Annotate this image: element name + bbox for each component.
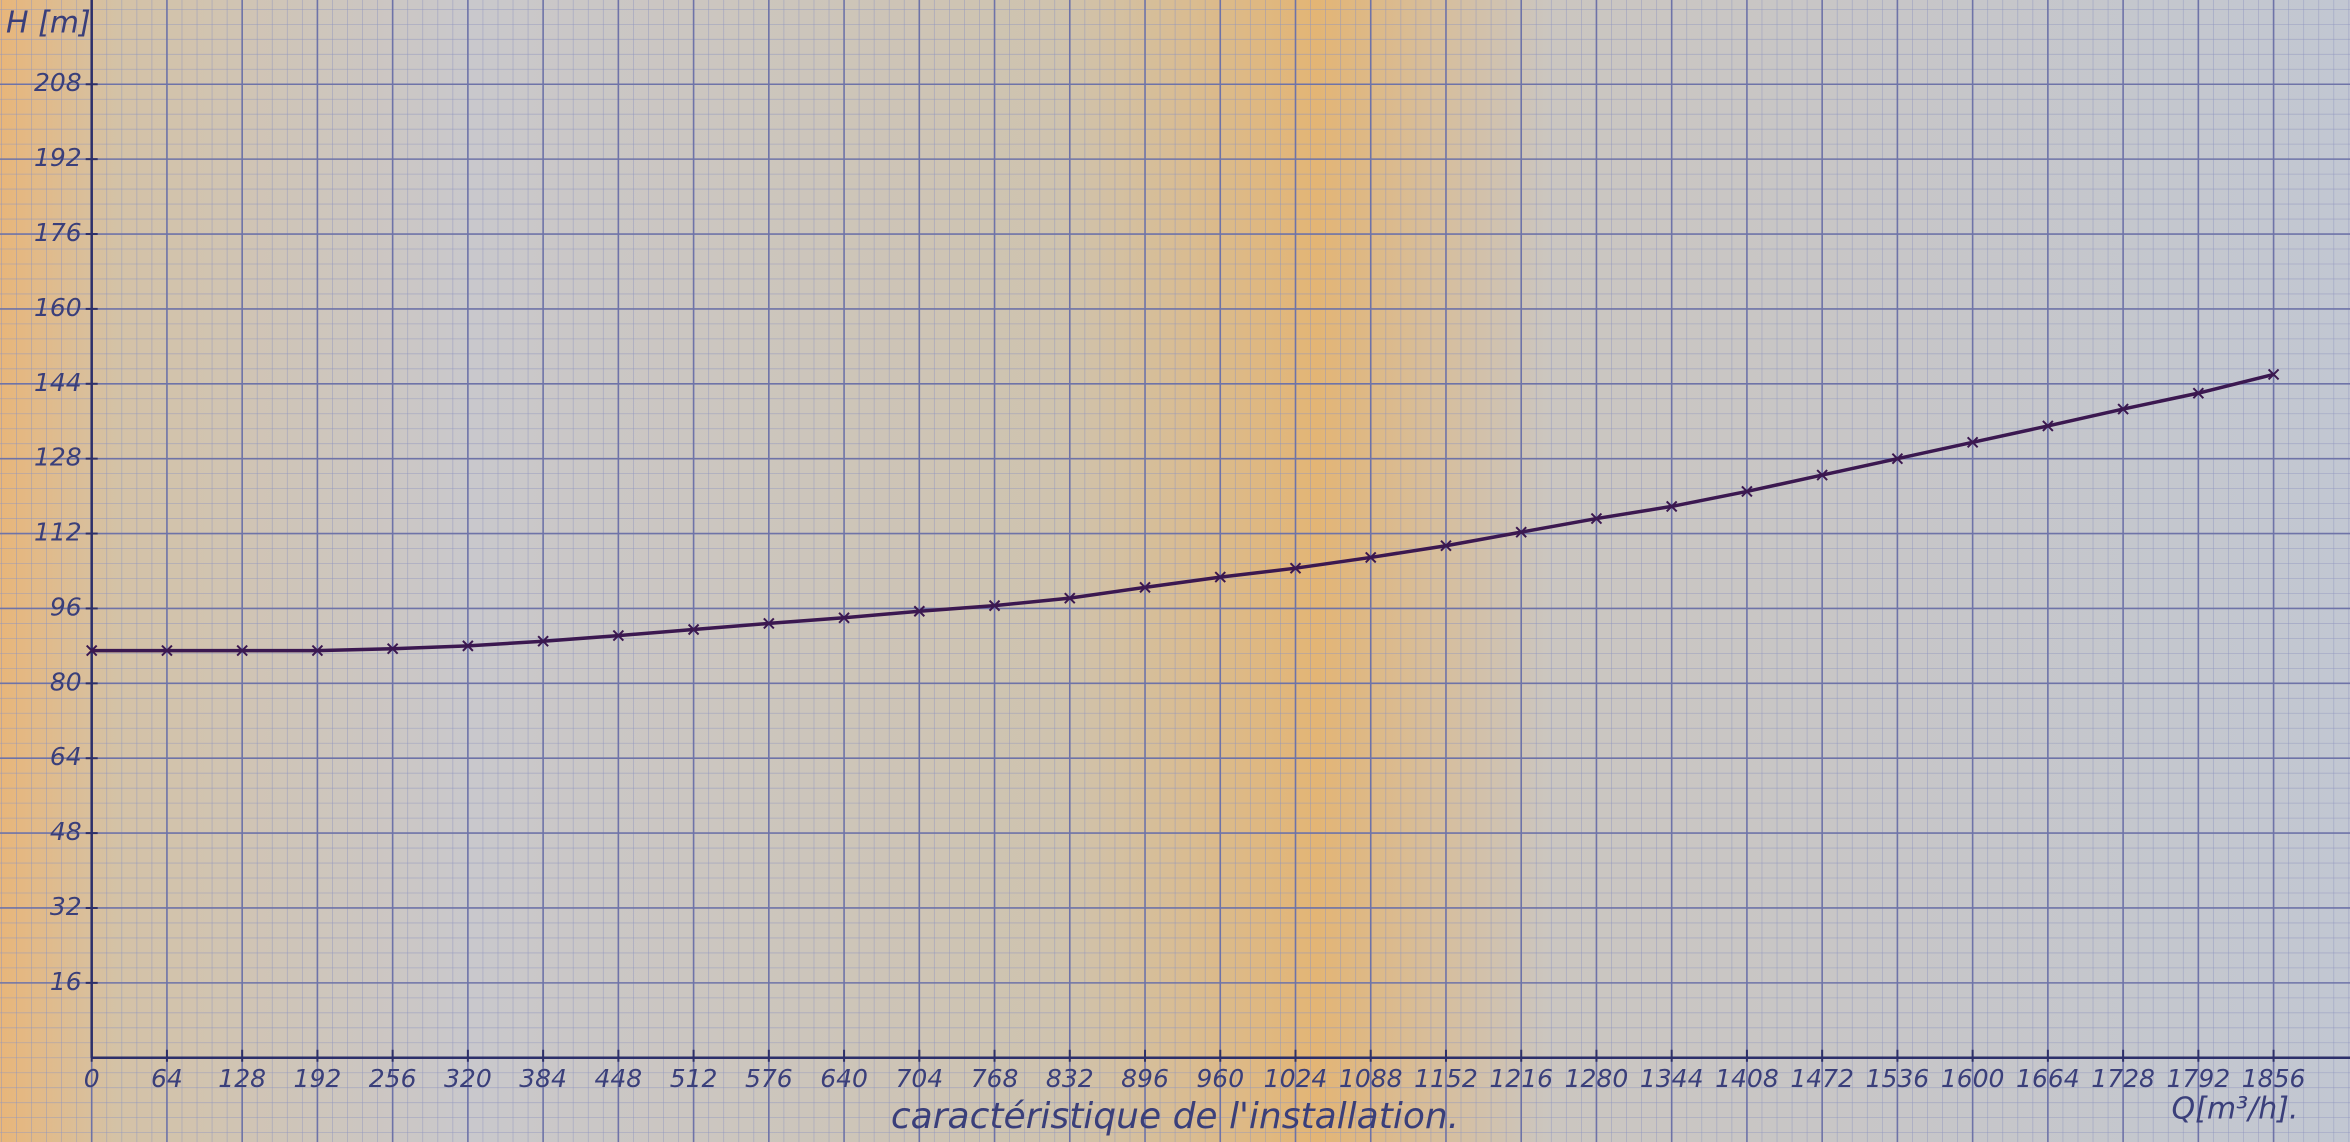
x-tick-label: 384 [519, 1064, 567, 1093]
point-marker [1440, 540, 1452, 552]
y-tick-label: 16 [50, 967, 82, 996]
chart-title: caractéristique de l'installation. [891, 1096, 1459, 1137]
point-marker [838, 612, 850, 624]
x-tick-label: 320 [444, 1064, 492, 1093]
x-tick-label: 1152 [1414, 1064, 1478, 1093]
point-marker [1064, 592, 1076, 604]
point-marker [988, 599, 1001, 612]
x-tick-label: 640 [820, 1064, 868, 1093]
point-marker [763, 617, 775, 630]
x-tick-label: 192 [294, 1064, 342, 1093]
point-marker [1590, 512, 1603, 525]
y-tick-label: 80 [50, 667, 82, 696]
point-marker [1139, 581, 1151, 594]
x-tick-label: 960 [1196, 1064, 1244, 1093]
point-marker [386, 642, 399, 655]
y-tick-label: 64 [50, 742, 82, 771]
x-tick-label: 512 [670, 1064, 718, 1093]
y-tick-label: 160 [34, 293, 82, 322]
x-tick-label: 1728 [2091, 1064, 2155, 1093]
point-marker [1289, 562, 1302, 574]
point-marker [1214, 571, 1226, 583]
point-marker [2117, 403, 2129, 415]
y-axis-label: H [m] [6, 6, 91, 41]
y-tick-label: 208 [34, 68, 82, 97]
y-tick-label: 96 [50, 592, 82, 621]
y-tick-label: 48 [50, 817, 82, 846]
point-marker [85, 644, 98, 657]
x-tick-label: 896 [1121, 1064, 1169, 1093]
y-tick-label: 176 [34, 218, 82, 247]
point-marker [1816, 469, 1828, 481]
point-marker [462, 640, 474, 652]
point-marker [236, 644, 248, 657]
x-tick-label: 704 [895, 1064, 943, 1093]
x-tick-label: 1280 [1565, 1064, 1629, 1093]
point-marker [1966, 436, 1979, 448]
x-tick-label: 1088 [1339, 1064, 1403, 1093]
y-tick-label: 32 [50, 892, 82, 921]
y-tick-label: 128 [34, 443, 82, 472]
y-tick-label: 144 [34, 368, 82, 397]
point-marker [1515, 526, 1527, 538]
point-marker [687, 623, 700, 636]
point-marker [1365, 551, 1377, 564]
x-tick-label: 1792 [2167, 1064, 2231, 1093]
x-tick-label: 1408 [1715, 1064, 1779, 1093]
point-marker [537, 635, 549, 647]
x-tick-label: 1024 [1264, 1064, 1328, 1093]
x-tick-label: 64 [151, 1064, 183, 1093]
x-tick-label: 1216 [1489, 1064, 1553, 1093]
x-axis-label: Q[m³/h]. [2172, 1092, 2299, 1127]
point-marker [2267, 368, 2280, 381]
x-tick-label: 0 [84, 1064, 100, 1093]
point-marker [1665, 500, 1678, 513]
x-tick-label: 1600 [1941, 1064, 2005, 1093]
point-marker [612, 629, 625, 642]
point-marker [913, 605, 926, 617]
curve [91, 372, 2275, 653]
x-tick-label: 448 [594, 1064, 642, 1093]
x-tick-label: 1536 [1866, 1064, 1930, 1093]
x-tick-label: 1344 [1640, 1064, 1704, 1093]
point-marker [1741, 485, 1753, 498]
y-tick-label: 192 [34, 143, 82, 172]
point-marker [1891, 452, 1904, 465]
x-tick-label: 128 [218, 1064, 266, 1093]
x-tick-label: 576 [745, 1064, 793, 1093]
x-tick-label: 1856 [2242, 1064, 2306, 1093]
point-marker [161, 644, 173, 657]
x-tick-label: 256 [369, 1064, 417, 1093]
x-tick-label: 1472 [1790, 1064, 1854, 1093]
x-tick-label: 832 [1046, 1064, 1094, 1093]
x-tick-label: 1664 [2016, 1064, 2080, 1093]
x-tick-label: 768 [971, 1064, 1019, 1093]
plot: 0 64 128 192 256 320 384 448 512 576 640 704 768 832 8… [34, 0, 2350, 1093]
point-marker [2192, 387, 2205, 399]
y-tick-label: 112 [34, 518, 82, 547]
point-marker [311, 644, 324, 657]
point-marker [2042, 420, 2054, 432]
